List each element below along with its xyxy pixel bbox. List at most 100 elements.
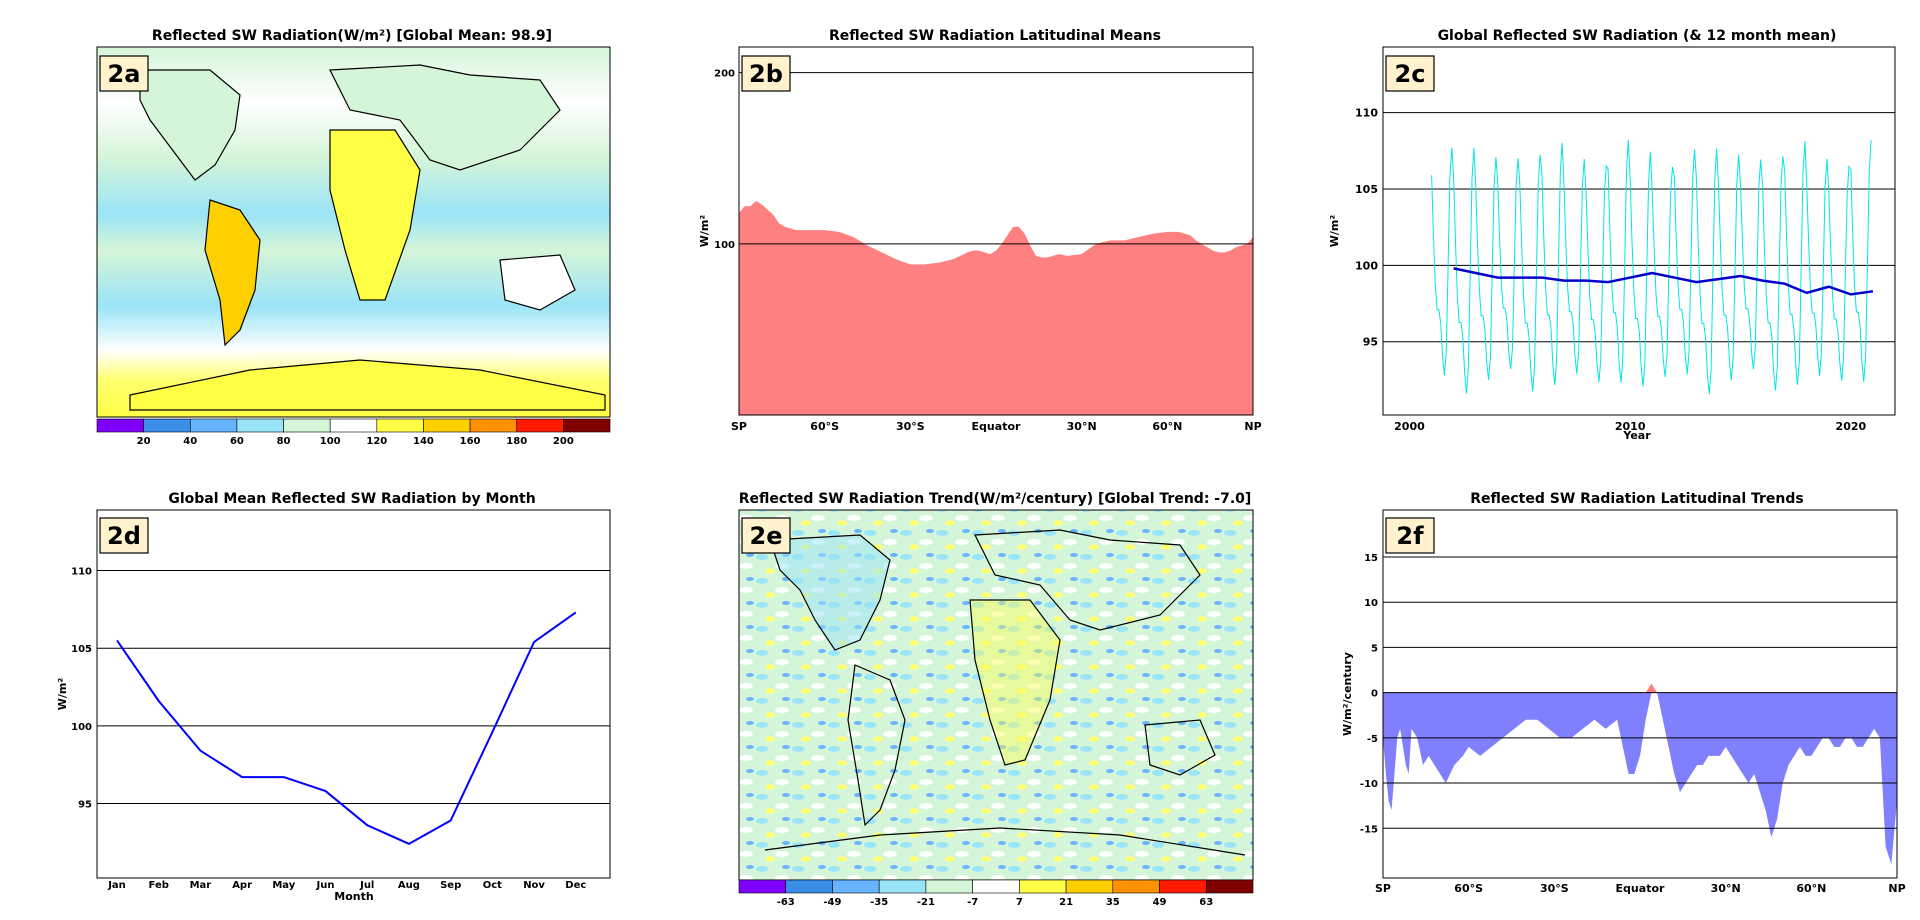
- plot-2b-frame: [738, 46, 1254, 416]
- chart-2f-title: Reflected SW Radiation Latitudinal Trend…: [1470, 491, 1804, 507]
- panel-2f-latitudinal-trends: Reflected SW Radiation Latitudinal Trend…: [1341, 491, 1906, 895]
- ytick-2c: 95: [1363, 336, 1378, 349]
- xtick-2d: Feb: [149, 880, 169, 891]
- xtick-2d: Aug: [398, 880, 420, 891]
- xtick-2b: NP: [1244, 420, 1261, 433]
- ytick-2b: 200: [714, 69, 735, 80]
- ytick-2f: 10: [1364, 598, 1378, 609]
- chart-2b-ylabel: W/m²: [698, 215, 711, 248]
- cbar-2a-tick: 180: [506, 436, 527, 447]
- cbar-2a-swatch: [563, 418, 611, 433]
- cbar-2e-swatch: [1019, 879, 1067, 894]
- series-2b-area: [739, 201, 1253, 415]
- cbar-2a-tick: 120: [366, 436, 387, 447]
- cbar-2a-swatch: [376, 418, 424, 433]
- ytick-2b: 100: [714, 240, 735, 251]
- cbar-2a-tick: 160: [460, 436, 481, 447]
- xtick-2f: 60°S: [1454, 882, 1483, 895]
- xtick-2b: 30°N: [1067, 420, 1097, 433]
- cbar-2a-swatch: [96, 418, 144, 433]
- cbar-2e-tick: -21: [917, 897, 935, 908]
- cbar-2a-swatch: [189, 418, 238, 433]
- cbar-2e-swatch: [1065, 879, 1114, 894]
- cbar-2a-tick: 80: [277, 436, 291, 447]
- xtick-2d: Mar: [190, 880, 212, 891]
- xtick-2f: 30°N: [1711, 882, 1741, 895]
- series-2f-negative: [1383, 692, 1897, 865]
- cbar-2a-tick: 20: [137, 436, 151, 447]
- series-2c-mean: [1453, 267, 1874, 296]
- panel-2a-map: Reflected SW Radiation(W/m²) [Global Mea…: [96, 28, 611, 447]
- cbar-2e-swatch: [738, 879, 787, 894]
- ytick-2d: 110: [71, 567, 92, 578]
- ytick-2f: -15: [1360, 824, 1378, 835]
- cbar-2e-tick: 21: [1059, 897, 1073, 908]
- xtick-2c: 2010: [1615, 420, 1646, 433]
- cbar-2a-tick: 60: [230, 436, 244, 447]
- chart-2b-title: Reflected SW Radiation Latitudinal Means: [829, 28, 1161, 44]
- ytick-2f: -5: [1367, 734, 1378, 745]
- cbar-2a-tick: 140: [413, 436, 434, 447]
- cbar-2e-tick: 7: [1016, 897, 1023, 908]
- xtick-2c: 2020: [1836, 420, 1867, 433]
- xtick-2b: 30°S: [896, 420, 925, 433]
- cbar-2a-swatch: [469, 418, 518, 433]
- chart-2d-title: Global Mean Reflected SW Radiation by Mo…: [168, 491, 535, 507]
- xtick-2d: Jun: [316, 880, 335, 891]
- xtick-2f: 60°N: [1796, 882, 1826, 895]
- ytick-2c: 105: [1355, 183, 1378, 196]
- xtick-2c: 2000: [1394, 420, 1425, 433]
- map-2e-continents: [764, 529, 1246, 856]
- ytick-2c: 100: [1355, 259, 1378, 272]
- panel-2b-latitudinal-means: Reflected SW Radiation Latitudinal Means…: [698, 28, 1262, 433]
- xtick-2b: Equator: [972, 420, 1021, 433]
- cbar-2e-tick: -63: [777, 897, 795, 908]
- badge-2b: 2b: [741, 55, 791, 92]
- badge-2b-text: 2b: [749, 60, 783, 88]
- cbar-2e-tick: 49: [1153, 897, 1167, 908]
- badge-2d: 2d: [99, 517, 149, 554]
- cbar-2a-swatch: [236, 418, 284, 433]
- badge-2d-text: 2d: [107, 522, 141, 550]
- plot-2f-frame: [1382, 509, 1898, 879]
- cbar-2e-swatch: [832, 879, 880, 894]
- cbar-2a-tick: 200: [553, 436, 574, 447]
- xtick-2d: May: [272, 880, 295, 891]
- cbar-2e-tick: -49: [823, 897, 841, 908]
- chart-2f-ylabel: W/m²/century: [1341, 652, 1354, 736]
- xtick-2f: NP: [1888, 882, 1905, 895]
- chart-2c-ylabel: W/m²: [1328, 215, 1341, 248]
- ytick-2c: 110: [1355, 107, 1378, 120]
- ytick-2f: 15: [1364, 553, 1378, 564]
- cbar-2e-tick: 63: [1199, 897, 1213, 908]
- xtick-2d: Sep: [440, 880, 461, 891]
- map-2a-frame: [96, 46, 611, 418]
- ytick-2f: -10: [1360, 779, 1378, 790]
- xtick-2d: Oct: [483, 880, 502, 891]
- ytick-2d: 105: [71, 644, 92, 655]
- colorbar-2a: 20 40 60 80 100 120 140 160 180 200: [96, 418, 611, 447]
- xtick-2b: 60°S: [810, 420, 839, 433]
- map-2a-continents: [129, 64, 606, 411]
- chart-2d-xlabel: Month: [334, 890, 373, 903]
- xtick-2b: SP: [731, 420, 747, 433]
- cbar-2a-swatch: [329, 418, 378, 433]
- ytick-2d: 100: [71, 722, 92, 733]
- map-2a-title: Reflected SW Radiation(W/m²) [Global Mea…: [152, 28, 552, 44]
- badge-2e: 2e: [741, 517, 791, 554]
- cbar-2e-swatch: [1205, 879, 1254, 894]
- xtick-2f: Equator: [1616, 882, 1665, 895]
- chart-2d-ylabel: W/m²: [56, 678, 69, 711]
- xtick-2d: Nov: [523, 880, 545, 891]
- colorbar-2e: -63 -49 -35 -21 -7 7 21 35 49 63: [738, 879, 1254, 908]
- xtick-2d: Dec: [565, 880, 586, 891]
- ytick-2d: 95: [78, 799, 92, 810]
- panel-2d-by-month: Global Mean Reflected SW Radiation by Mo…: [56, 491, 611, 903]
- plot-2c-frame: [1382, 46, 1896, 416]
- xtick-2d: Apr: [232, 880, 252, 891]
- cbar-2e-swatch: [972, 879, 1020, 894]
- xtick-2f: 30°S: [1540, 882, 1569, 895]
- panel-2c-timeseries: Global Reflected SW Radiation (& 12 mont…: [1328, 28, 1896, 442]
- series-2d-line: [116, 611, 577, 845]
- badge-2a: 2a: [99, 55, 149, 92]
